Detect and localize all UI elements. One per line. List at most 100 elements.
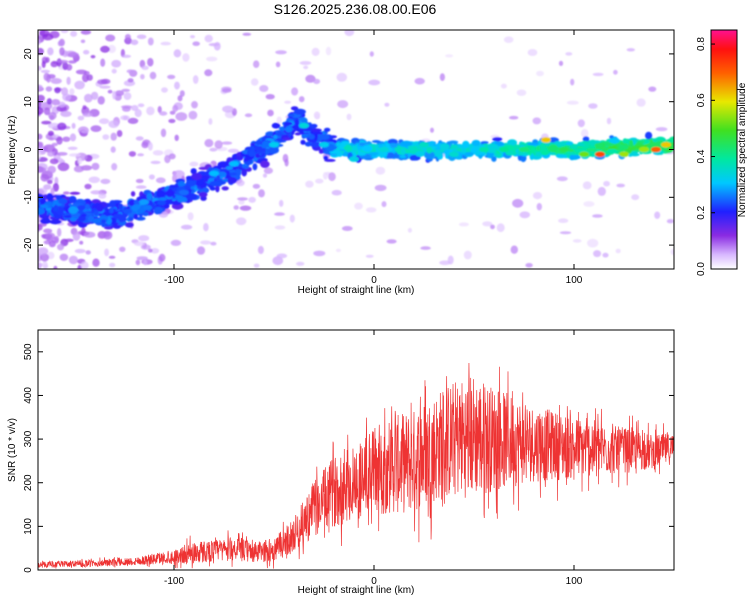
spectrogram-background-blob	[445, 54, 454, 58]
spectrogram-background-blob	[141, 65, 149, 71]
spectrogram-background-blob	[62, 191, 70, 195]
spectrogram-blob	[215, 185, 220, 193]
spectrogram-background-blob	[128, 151, 136, 157]
spectrogram-blob	[248, 151, 256, 157]
spectrogram-background-blob	[593, 250, 602, 258]
spectrogram-x-axis-label: Height of straight line (km)	[298, 285, 415, 296]
spectrogram-blob	[285, 126, 293, 133]
spectrogram-background-blob	[110, 146, 116, 153]
spectrogram-blob	[241, 169, 247, 177]
spectrogram-background-blob	[140, 244, 151, 250]
spectrogram-hotspot	[379, 146, 389, 153]
spectrogram-background-blob	[155, 177, 166, 184]
spectrogram-background-blob	[222, 105, 234, 113]
snr-y-axis-label: SNR (10 * v/v)	[7, 418, 18, 482]
spectrogram-background-blob	[430, 127, 434, 133]
spectrogram-hotspot	[229, 161, 239, 167]
spectrogram-blob	[218, 171, 227, 177]
spectrogram-background-blob	[384, 102, 390, 107]
spectrogram-background-blob	[91, 162, 100, 171]
spectrogram-blob	[250, 145, 255, 153]
spectrogram-blob	[169, 184, 179, 188]
spectrogram-background-blob	[566, 100, 579, 105]
spectrogram-background-blob	[210, 241, 217, 246]
spectrogram-background-blob	[88, 176, 101, 184]
spectrogram-background-blob	[458, 222, 469, 227]
spectrogram-background-blob	[84, 93, 93, 103]
spectrogram-blob	[368, 152, 379, 156]
spectrogram-blob	[294, 118, 300, 127]
spectrogram-blob	[226, 165, 233, 170]
spectrogram-background-blob	[335, 248, 341, 253]
spectrogram-blob	[81, 213, 87, 217]
spectrogram-blob	[293, 108, 306, 115]
spectrogram-blob	[190, 168, 197, 175]
spectrogram-blob	[606, 148, 619, 154]
spectrogram-background-blob	[67, 146, 78, 150]
spectrogram-blob	[507, 139, 518, 147]
spectrogram-blob	[462, 140, 470, 148]
snr-y-tick-label: 0	[23, 567, 34, 573]
spectrogram-blob	[185, 180, 197, 187]
spectrogram-background-blob	[105, 34, 116, 42]
spectrogram-hotspot	[449, 151, 459, 158]
spectrogram-blob	[527, 142, 540, 146]
spectrogram-blob	[492, 137, 503, 142]
spectrogram-background-blob	[74, 248, 86, 254]
spectrogram-hotspot	[349, 156, 359, 162]
spectrogram-background-blob	[100, 58, 106, 67]
spectrogram-background-blob	[328, 172, 336, 182]
spectrogram-background-blob	[265, 94, 275, 100]
spectrogram-background-blob	[38, 65, 42, 71]
spectrogram-blob	[216, 175, 221, 183]
spectrogram-blob	[415, 151, 425, 157]
spectrogram-background-blob	[57, 40, 64, 47]
spectrogram-background-blob	[119, 246, 126, 252]
spectrogram-blob	[294, 132, 302, 136]
spectrogram-background-blob	[134, 109, 142, 118]
spectrogram-y-tick-label: 10	[23, 96, 34, 108]
spectrogram-background-blob	[559, 231, 572, 235]
spectrogram-background-blob	[381, 201, 387, 208]
colorbar-label: Normalized spectral amplitude	[737, 82, 748, 217]
spectrogram-background-blob	[134, 241, 146, 246]
spectrogram-blob	[310, 142, 322, 148]
spectrogram-background-blob	[159, 111, 168, 116]
spectrogram-y-tick-label: 20	[23, 48, 34, 60]
colorbar-tick-label: 0.2	[696, 205, 707, 219]
spectrogram-blob	[156, 200, 166, 206]
spectrogram-blob	[292, 124, 300, 131]
spectrogram-background-blob	[414, 77, 425, 85]
spectrogram-background-blob	[140, 74, 145, 80]
spectrogram-background-blob	[344, 30, 355, 37]
spectrogram-background-blob	[177, 95, 183, 102]
spectrogram-blob	[186, 193, 198, 201]
snr-ticks: -100 0 100 0 100 200 300 400 500	[23, 330, 674, 587]
spectrogram-background-blob	[70, 30, 78, 37]
spectrogram-background-blob	[263, 167, 273, 174]
spectrogram-background-blob	[49, 158, 59, 165]
spectrogram-background-blob	[239, 205, 252, 211]
spectrogram-blob	[582, 136, 590, 143]
spectrogram-background-blob	[83, 71, 90, 75]
spectrogram-background-blob	[206, 56, 218, 62]
spectrogram-background-blob	[244, 113, 253, 118]
spectrogram-background-blob	[191, 101, 198, 109]
spectrogram-blob	[310, 128, 322, 132]
spectrogram-background-blob	[525, 263, 533, 268]
spectrogram-background-blob	[439, 73, 445, 81]
spectrogram-background-blob	[509, 115, 519, 120]
snr-y-tick-label: 100	[23, 518, 34, 535]
spectrogram-background-blob	[208, 118, 213, 125]
spectrogram-background-blob	[71, 122, 76, 129]
spectrogram-background-blob	[80, 261, 89, 269]
spectrogram-blob	[535, 152, 543, 157]
spectrogram-background-blob	[59, 47, 65, 56]
spectrogram-hotspot	[595, 151, 605, 158]
spectrogram-background-blob	[104, 248, 109, 257]
spectrogram-background-blob	[102, 134, 110, 140]
spectrogram-background-blob	[626, 48, 635, 52]
spectrogram-background-blob	[80, 39, 86, 44]
